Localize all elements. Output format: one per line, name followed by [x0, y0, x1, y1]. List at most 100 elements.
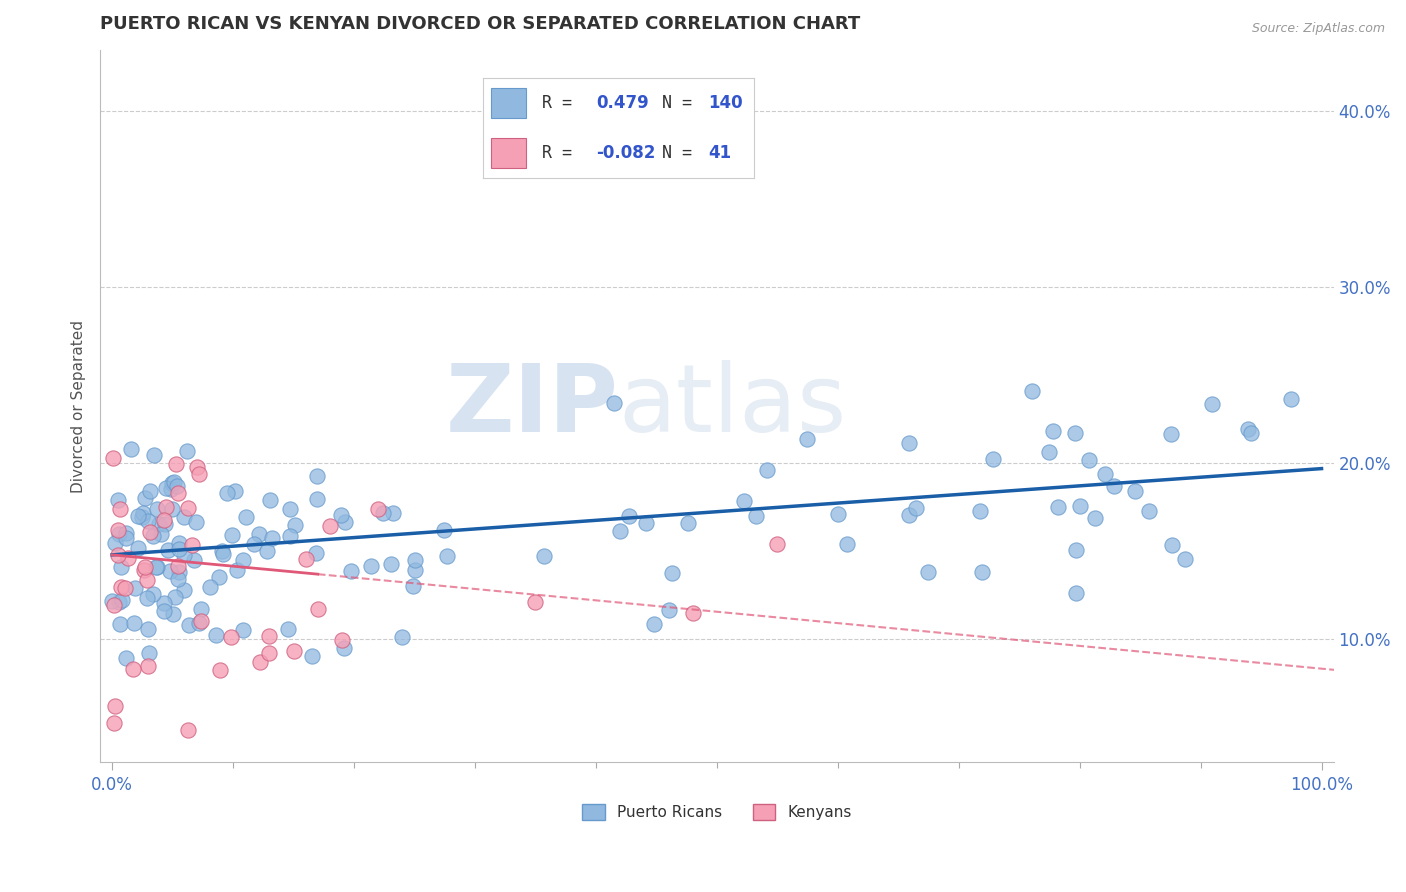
Point — [827, 507, 849, 521]
Point — [146, 560, 169, 574]
Point — [153, 604, 176, 618]
Point — [108, 527, 131, 541]
Point — [1237, 422, 1260, 436]
Point — [1160, 426, 1182, 441]
Point — [380, 557, 402, 571]
Point — [969, 504, 991, 518]
Point — [179, 617, 201, 632]
Point — [139, 525, 162, 540]
Point — [981, 451, 1004, 466]
Point — [643, 616, 665, 631]
Point — [136, 574, 159, 588]
Point — [247, 527, 270, 541]
Point — [796, 432, 818, 446]
Point — [733, 494, 755, 508]
Point — [169, 565, 191, 579]
Point — [1123, 484, 1146, 499]
Point — [391, 630, 413, 644]
Point — [209, 663, 232, 677]
Point — [897, 508, 920, 522]
Point — [205, 628, 228, 642]
Point — [533, 549, 555, 564]
Point — [330, 632, 353, 647]
Point — [121, 442, 143, 456]
Point — [219, 630, 242, 644]
Point — [898, 436, 921, 450]
Point — [155, 481, 177, 495]
Point — [636, 516, 658, 530]
Point — [1038, 445, 1060, 459]
Point — [661, 566, 683, 581]
Point — [1201, 397, 1223, 411]
Point — [157, 542, 180, 557]
Point — [283, 644, 305, 658]
Point — [165, 457, 187, 471]
Point — [1047, 500, 1070, 514]
Point — [134, 560, 156, 574]
Point — [139, 484, 162, 499]
Point — [837, 537, 859, 551]
Point — [249, 655, 271, 669]
Point — [127, 508, 149, 523]
Point — [173, 582, 195, 597]
Point — [970, 565, 993, 579]
Point — [138, 646, 160, 660]
Text: PUERTO RICAN VS KENYAN DIVORCED OR SEPARATED CORRELATION CHART: PUERTO RICAN VS KENYAN DIVORCED OR SEPAR… — [100, 15, 860, 33]
Point — [190, 614, 212, 628]
Point — [142, 587, 165, 601]
Point — [136, 514, 159, 528]
Point — [745, 509, 768, 524]
Point — [155, 500, 177, 514]
Point — [208, 570, 231, 584]
Point — [284, 517, 307, 532]
Point — [232, 623, 254, 637]
Point — [135, 591, 157, 605]
Point — [159, 564, 181, 578]
Point — [1240, 426, 1263, 441]
Point — [433, 523, 456, 537]
Point — [107, 524, 129, 538]
Point — [305, 491, 328, 506]
Point — [101, 593, 124, 607]
Point — [373, 506, 395, 520]
Point — [110, 580, 132, 594]
Point — [159, 482, 181, 496]
Point — [121, 662, 143, 676]
Point — [766, 537, 789, 551]
Point — [127, 541, 149, 555]
Point — [104, 699, 127, 714]
Point — [187, 467, 209, 482]
Point — [146, 502, 169, 516]
Point — [103, 715, 125, 730]
Point — [221, 528, 243, 542]
Point — [333, 515, 356, 529]
Point — [224, 483, 246, 498]
Point — [136, 623, 159, 637]
Point — [277, 622, 299, 636]
Point — [150, 527, 173, 541]
Point — [280, 528, 302, 542]
Point — [166, 572, 188, 586]
Point — [143, 448, 166, 462]
Point — [152, 597, 174, 611]
Point — [278, 501, 301, 516]
Point — [1137, 503, 1160, 517]
Point — [176, 444, 198, 458]
Text: ZIP: ZIP — [446, 360, 619, 452]
Point — [183, 553, 205, 567]
Point — [319, 519, 342, 533]
Point — [259, 629, 281, 643]
Text: atlas: atlas — [619, 360, 846, 452]
Point — [294, 552, 316, 566]
Y-axis label: Divorced or Separated: Divorced or Separated — [72, 319, 86, 492]
Point — [134, 491, 156, 505]
Point — [360, 558, 382, 573]
Point — [1174, 552, 1197, 566]
Point — [609, 524, 631, 539]
Point — [160, 475, 183, 490]
Point — [658, 603, 681, 617]
Point — [177, 723, 200, 737]
Point — [155, 517, 177, 532]
Point — [148, 516, 170, 531]
Point — [1281, 392, 1303, 406]
